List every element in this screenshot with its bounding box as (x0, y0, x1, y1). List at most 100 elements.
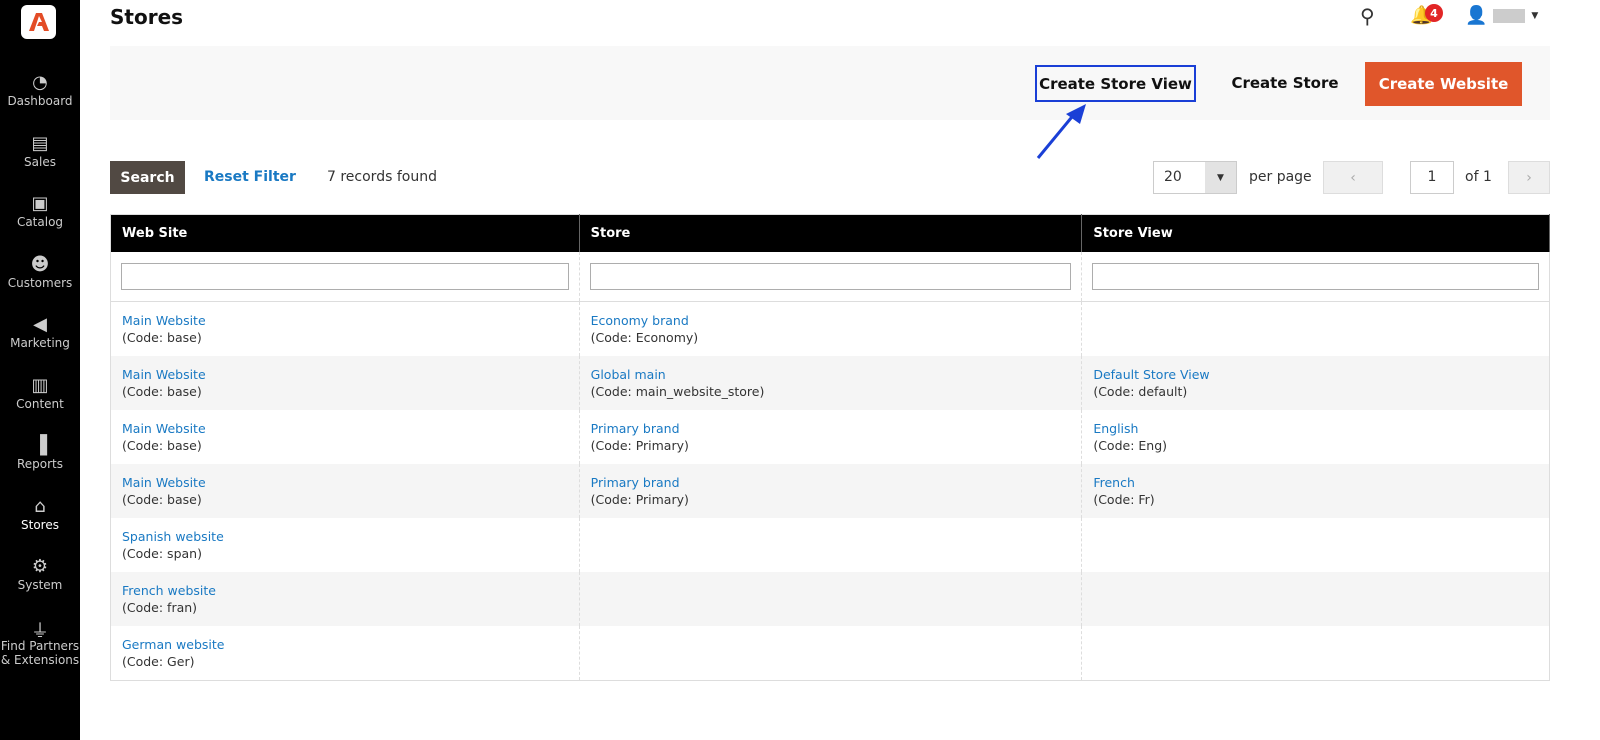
table-cell (578, 625, 1083, 680)
sidebar-item-label: Sales (24, 154, 56, 169)
chevron-down-icon: ▼ (1531, 10, 1539, 21)
adobe-logo[interactable] (21, 5, 56, 39)
table-cell: Main Website (Code: base) (110, 355, 580, 410)
notifications-button[interactable]: 🔔 4 (1410, 4, 1443, 26)
chevron-down-icon: ▼ (1205, 162, 1236, 193)
column-web-site[interactable]: Web Site (110, 214, 580, 252)
cell-link[interactable]: Main Website (122, 312, 206, 328)
layout-icon: ▥ (31, 374, 49, 396)
table-cell (578, 571, 1083, 626)
sidebar-item-label: Reports (16, 457, 64, 471)
page-actions: Create Store View Create Store Create We… (110, 46, 1550, 120)
create-store-view-button[interactable]: Create Store View (1035, 65, 1196, 102)
table-row: Main Website (Code: base) Global main (Code… (110, 355, 1550, 410)
table-cell (578, 517, 1083, 572)
cell-link[interactable]: Primary brand (590, 474, 680, 490)
table-cell (1081, 517, 1550, 572)
cell-code: (Code: base) (122, 329, 202, 345)
table-cell: Main Website (Code: base) (110, 463, 580, 518)
user-icon: 👤 (1465, 5, 1488, 26)
sidebar-item-sales[interactable]: ▤ Sales (0, 133, 80, 169)
table-row: Main Website (Code: base) Economy brand (Co… (110, 301, 1550, 356)
sidebar-item-catalog[interactable]: ▣ Catalog (0, 193, 80, 229)
table-cell (1081, 571, 1550, 626)
cell-link[interactable]: German website (122, 636, 225, 652)
dashboard-icon: ◔ (32, 72, 48, 93)
sidebar-item-customers[interactable]: ☻ Customers (0, 254, 80, 290)
table-cell: Spanish website (Code: span) (110, 517, 580, 572)
notification-badge: 4 (1425, 4, 1443, 22)
sidebar-item-stores[interactable]: ⌂ Stores (0, 496, 80, 532)
sidebar-item-label: Customers (7, 275, 73, 290)
create-website-button[interactable]: Create Website (1365, 62, 1522, 106)
cell-code: (Code: Eng) (1093, 437, 1168, 453)
cell-link[interactable]: Main Website (122, 420, 206, 436)
next-page-button[interactable]: › (1508, 161, 1550, 194)
store-view-filter-input[interactable] (1092, 262, 1539, 290)
sidebar-item-label: Find Partners & Extensions (0, 638, 80, 667)
cell-link[interactable]: French (1093, 474, 1135, 490)
per-page-label: per page (1249, 169, 1312, 185)
table-cell: Main Website (Code: base) (110, 409, 580, 464)
cell-link[interactable]: Main Website (122, 474, 206, 490)
page-total: of 1 (1465, 169, 1492, 185)
sidebar-item-system[interactable]: ⚙ System (0, 556, 80, 592)
per-page-value: 20 (1164, 169, 1182, 185)
cell-link[interactable]: French website (122, 582, 216, 598)
cell-code: (Code: span) (122, 545, 202, 561)
cell-code: (Code: Primary) (590, 491, 689, 507)
prev-page-button[interactable]: ‹ (1323, 161, 1383, 194)
table-cell: German website (Code: Ger) (110, 625, 580, 680)
search-button[interactable]: Search (110, 161, 185, 194)
grid-toolbar: Search Reset Filter 7 records found 20 ▼… (110, 161, 1550, 194)
table-row: Spanish website (Code: span) (110, 517, 1550, 572)
reset-filter-link[interactable]: Reset Filter (204, 169, 296, 185)
table-cell: English (Code: Eng) (1081, 409, 1550, 464)
sidebar-item-reports[interactable]: ▐ Reports (0, 435, 80, 471)
table-row: Main Website (Code: base) Primary brand (Co… (110, 463, 1550, 518)
page-input[interactable]: 1 (1410, 161, 1454, 194)
cell-code: (Code: base) (122, 437, 202, 453)
table-cell: Economy brand (Code: Economy) (578, 301, 1083, 356)
stores-grid: Web Site Store Store View Main Website (C… (110, 214, 1550, 681)
sidebar-item-label: System (17, 578, 63, 592)
cell-link[interactable]: Global main (590, 366, 666, 382)
cell-code: (Code: Economy) (590, 329, 699, 345)
table-cell (1081, 625, 1550, 680)
table-row: French website (Code: fran) (110, 571, 1550, 626)
table-cell: French (Code: Fr) (1081, 463, 1550, 518)
sidebar-item-dashboard[interactable]: ◔ Dashboard (0, 72, 80, 108)
search-icon[interactable]: ⚲ (1360, 4, 1375, 28)
sidebar-item-label: Dashboard (7, 94, 73, 108)
cell-code: (Code: base) (122, 491, 202, 507)
sidebar-item-marketing[interactable]: ◀ Marketing (0, 314, 80, 350)
sidebar-item-content[interactable]: ▥ Content (0, 375, 80, 411)
sidebar-item-find[interactable]: ⏚ Find Partners & Extensions (0, 617, 80, 667)
cell-link[interactable]: Economy brand (590, 312, 689, 328)
cell-link[interactable]: Main Website (122, 366, 206, 382)
table-cell: Global main (Code: main_website_store) (578, 355, 1083, 410)
table-row: German website (Code: Ger) (110, 625, 1550, 680)
sidebar-item-label: Stores (21, 517, 59, 532)
table-cell: Main Website (Code: base) (110, 301, 580, 356)
user-menu[interactable]: 👤 ▼ (1465, 5, 1538, 26)
sidebar-item-label: Marketing (10, 336, 70, 350)
cell-code: (Code: base) (122, 383, 202, 399)
cell-link[interactable]: Primary brand (590, 420, 680, 436)
column-store-view[interactable]: Store View (1081, 214, 1550, 252)
create-store-button[interactable]: Create Store (1231, 74, 1339, 92)
records-count: 7 records found (327, 169, 437, 185)
cell-code: (Code: Ger) (122, 653, 195, 669)
bar-chart-icon: ▐ (33, 435, 47, 456)
cell-link[interactable]: Spanish website (122, 528, 224, 544)
table-cell (1081, 301, 1550, 356)
per-page-select[interactable]: 20 ▼ (1153, 161, 1237, 194)
store-filter-input[interactable] (589, 262, 1072, 290)
web-site-filter-input[interactable] (121, 262, 569, 290)
cell-link[interactable]: Default Store View (1093, 366, 1210, 382)
table-cell: Primary brand (Code: Primary) (578, 409, 1083, 464)
cell-link[interactable]: English (1093, 420, 1139, 436)
megaphone-icon: ◀ (33, 314, 47, 335)
column-store[interactable]: Store (579, 214, 1083, 252)
cell-code: (Code: default) (1093, 383, 1188, 399)
